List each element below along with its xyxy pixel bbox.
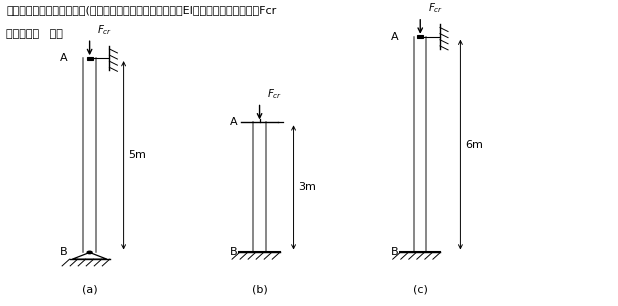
Text: (a): (a) (82, 284, 98, 294)
Bar (417, 35, 423, 38)
Text: $F_{cr}$: $F_{cr}$ (97, 23, 112, 37)
Bar (87, 57, 93, 60)
Text: B: B (391, 248, 399, 257)
Text: $F_{cr}$: $F_{cr}$ (428, 2, 443, 15)
Text: A: A (61, 53, 68, 63)
Text: 5m: 5m (129, 150, 146, 160)
Text: B: B (231, 248, 238, 257)
Text: 的关系为（   ）。: 的关系为（ ）。 (6, 29, 63, 39)
Text: 下图所示三根压杆均为细长(大柔度）压杆，且弯曲刚度均为EI，三根压杆的临界载荷Fcr: 下图所示三根压杆均为细长(大柔度）压杆，且弯曲刚度均为EI，三根压杆的临界载荷F… (6, 5, 276, 15)
Text: 6m: 6m (465, 140, 483, 150)
Text: A: A (391, 32, 399, 42)
Text: (b): (b) (252, 284, 268, 294)
Text: A: A (231, 118, 238, 127)
Text: 3m: 3m (298, 182, 316, 192)
Text: B: B (61, 248, 68, 257)
Circle shape (87, 251, 92, 254)
Text: (c): (c) (413, 284, 428, 294)
Text: $F_{cr}$: $F_{cr}$ (267, 87, 282, 101)
